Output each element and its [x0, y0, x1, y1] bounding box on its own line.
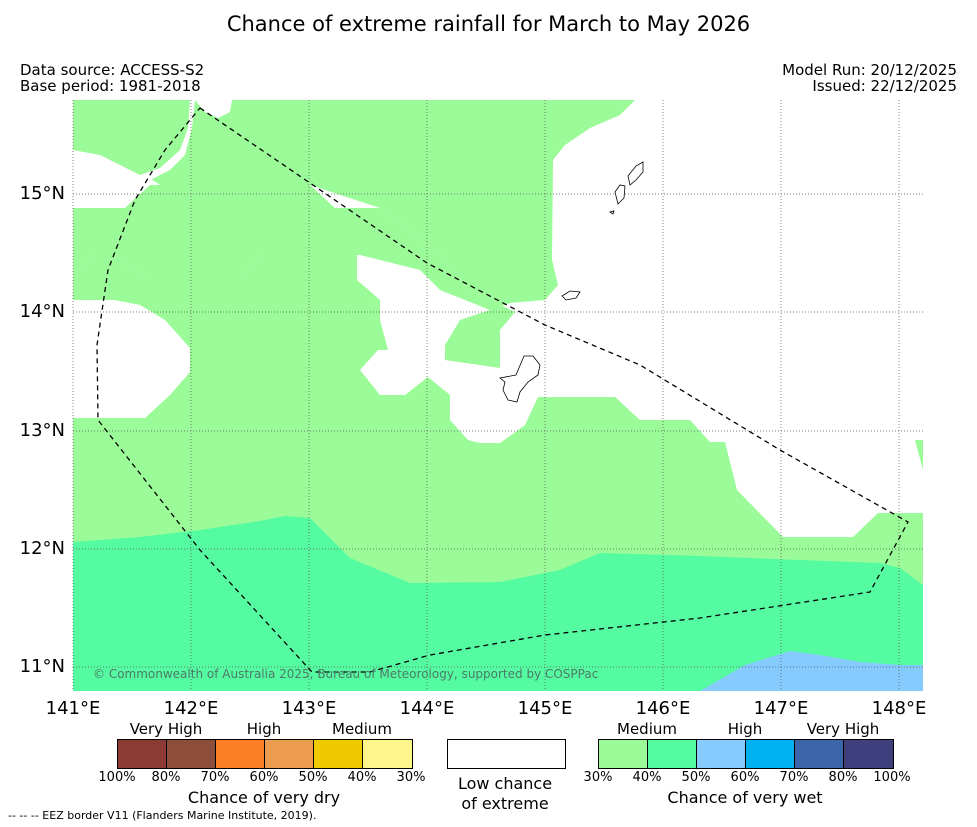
- wet-swatch-50-60: [697, 740, 746, 768]
- lon-label-146e: 146°E: [635, 698, 691, 719]
- dry-category-medium: Medium: [332, 720, 392, 738]
- lon-label-142e: 142°E: [163, 698, 219, 719]
- lat-label-11n: 11°N: [19, 656, 65, 677]
- lon-label-145e: 145°E: [517, 698, 573, 719]
- tinian-island-shape: [614, 184, 626, 205]
- wet-medium-40-50-tongue: [915, 440, 923, 470]
- low-chance-region-top-notch: [195, 100, 232, 118]
- lon-label-148e: 148°E: [871, 698, 927, 719]
- dry-pct-30: 30%: [396, 770, 426, 785]
- lon-label-141e: 141°E: [45, 698, 101, 719]
- wet-colorbar: [598, 739, 894, 769]
- chart-title: Chance of extreme rainfall for March to …: [226, 12, 751, 36]
- wet-swatch-30-40: [599, 740, 648, 768]
- dry-pct-70: 70%: [200, 770, 230, 785]
- rota-island-shape: [561, 290, 581, 301]
- dry-swatch-30-40: [363, 740, 412, 768]
- islands: [499, 161, 644, 403]
- dry-colorbar: [117, 739, 413, 769]
- wet-pct-30: 30%: [583, 770, 613, 785]
- graticule: [72, 100, 923, 691]
- wet-swatch-70-80: [795, 740, 844, 768]
- low-chance-caption-line2: of extreme: [461, 794, 549, 813]
- lon-label-143e: 143°E: [281, 698, 337, 719]
- base-period: Base period: 1981-2018: [20, 77, 201, 95]
- low-chance-region-southwest: [73, 300, 190, 418]
- dry-pct-50: 50%: [298, 770, 328, 785]
- wet-pct-50: 50%: [681, 770, 711, 785]
- saipan-island-shape: [627, 161, 644, 186]
- lat-label-14n: 14°N: [19, 301, 65, 322]
- data-source: Data source: ACCESS-S2: [20, 61, 205, 79]
- wet-medium-30-40-strip: [73, 185, 515, 368]
- dry-swatch-40-50: [314, 740, 363, 768]
- dry-category-high: High: [246, 720, 282, 738]
- dry-swatch-50-60: [265, 740, 314, 768]
- low-chance-caption-line1: Low chance: [457, 774, 553, 793]
- dry-pct-100: 100%: [98, 770, 136, 785]
- dry-pct-60: 60%: [249, 770, 279, 785]
- lon-label-147e: 147°E: [753, 698, 809, 719]
- dry-swatch-60-70: [216, 740, 265, 768]
- dry-category-very-high: Very High: [129, 720, 203, 738]
- lat-label-13n: 13°N: [19, 420, 65, 441]
- wet-legend-caption: Chance of very wet: [667, 788, 823, 807]
- lat-label-12n: 12°N: [19, 538, 65, 559]
- dry-swatch-70-80: [167, 740, 216, 768]
- dry-pct-40: 40%: [347, 770, 377, 785]
- aguijan-island-shape: [609, 210, 615, 215]
- wet-category-high: High: [727, 720, 763, 738]
- wet-pct-60: 60%: [730, 770, 760, 785]
- wet-pct-100: 100%: [873, 770, 911, 785]
- dry-swatch-80-100: [118, 740, 167, 768]
- wet-pct-80: 80%: [828, 770, 858, 785]
- wet-swatch-40-50: [648, 740, 697, 768]
- model-run: Model Run: 20/12/2025: [782, 61, 957, 79]
- wet-swatch-80-100: [844, 740, 893, 768]
- wet-category-very-high: Very High: [806, 720, 880, 738]
- map-layers: [73, 100, 923, 691]
- run-info: Model Run: 20/12/2025 Issued: 22/12/2025: [782, 62, 957, 94]
- lat-label-15n: 15°N: [19, 183, 65, 204]
- wet-pct-70: 70%: [779, 770, 809, 785]
- dry-legend-caption: Chance of very dry: [187, 788, 341, 807]
- guam-island-shape: [499, 355, 541, 403]
- dry-pct-80: 80%: [151, 770, 181, 785]
- lon-label-144e: 144°E: [399, 698, 455, 719]
- wet-category-medium: Medium: [617, 720, 677, 738]
- eez-border-line: [96, 107, 909, 673]
- wet-swatch-60-70: [746, 740, 795, 768]
- source-info: Data source: ACCESS-S2 Base period: 1981…: [20, 62, 204, 94]
- wet-high-50-60-region: [700, 651, 923, 691]
- issued-date: Issued: 22/12/2025: [812, 77, 957, 95]
- wet-pct-40: 40%: [632, 770, 662, 785]
- eez-footnote: -- -- -- EEZ border V11 (Flanders Marine…: [8, 809, 317, 822]
- low-chance-swatch: [447, 739, 566, 769]
- copyright-notice: © Commonwealth of Australia 2025, Bureau…: [93, 667, 599, 681]
